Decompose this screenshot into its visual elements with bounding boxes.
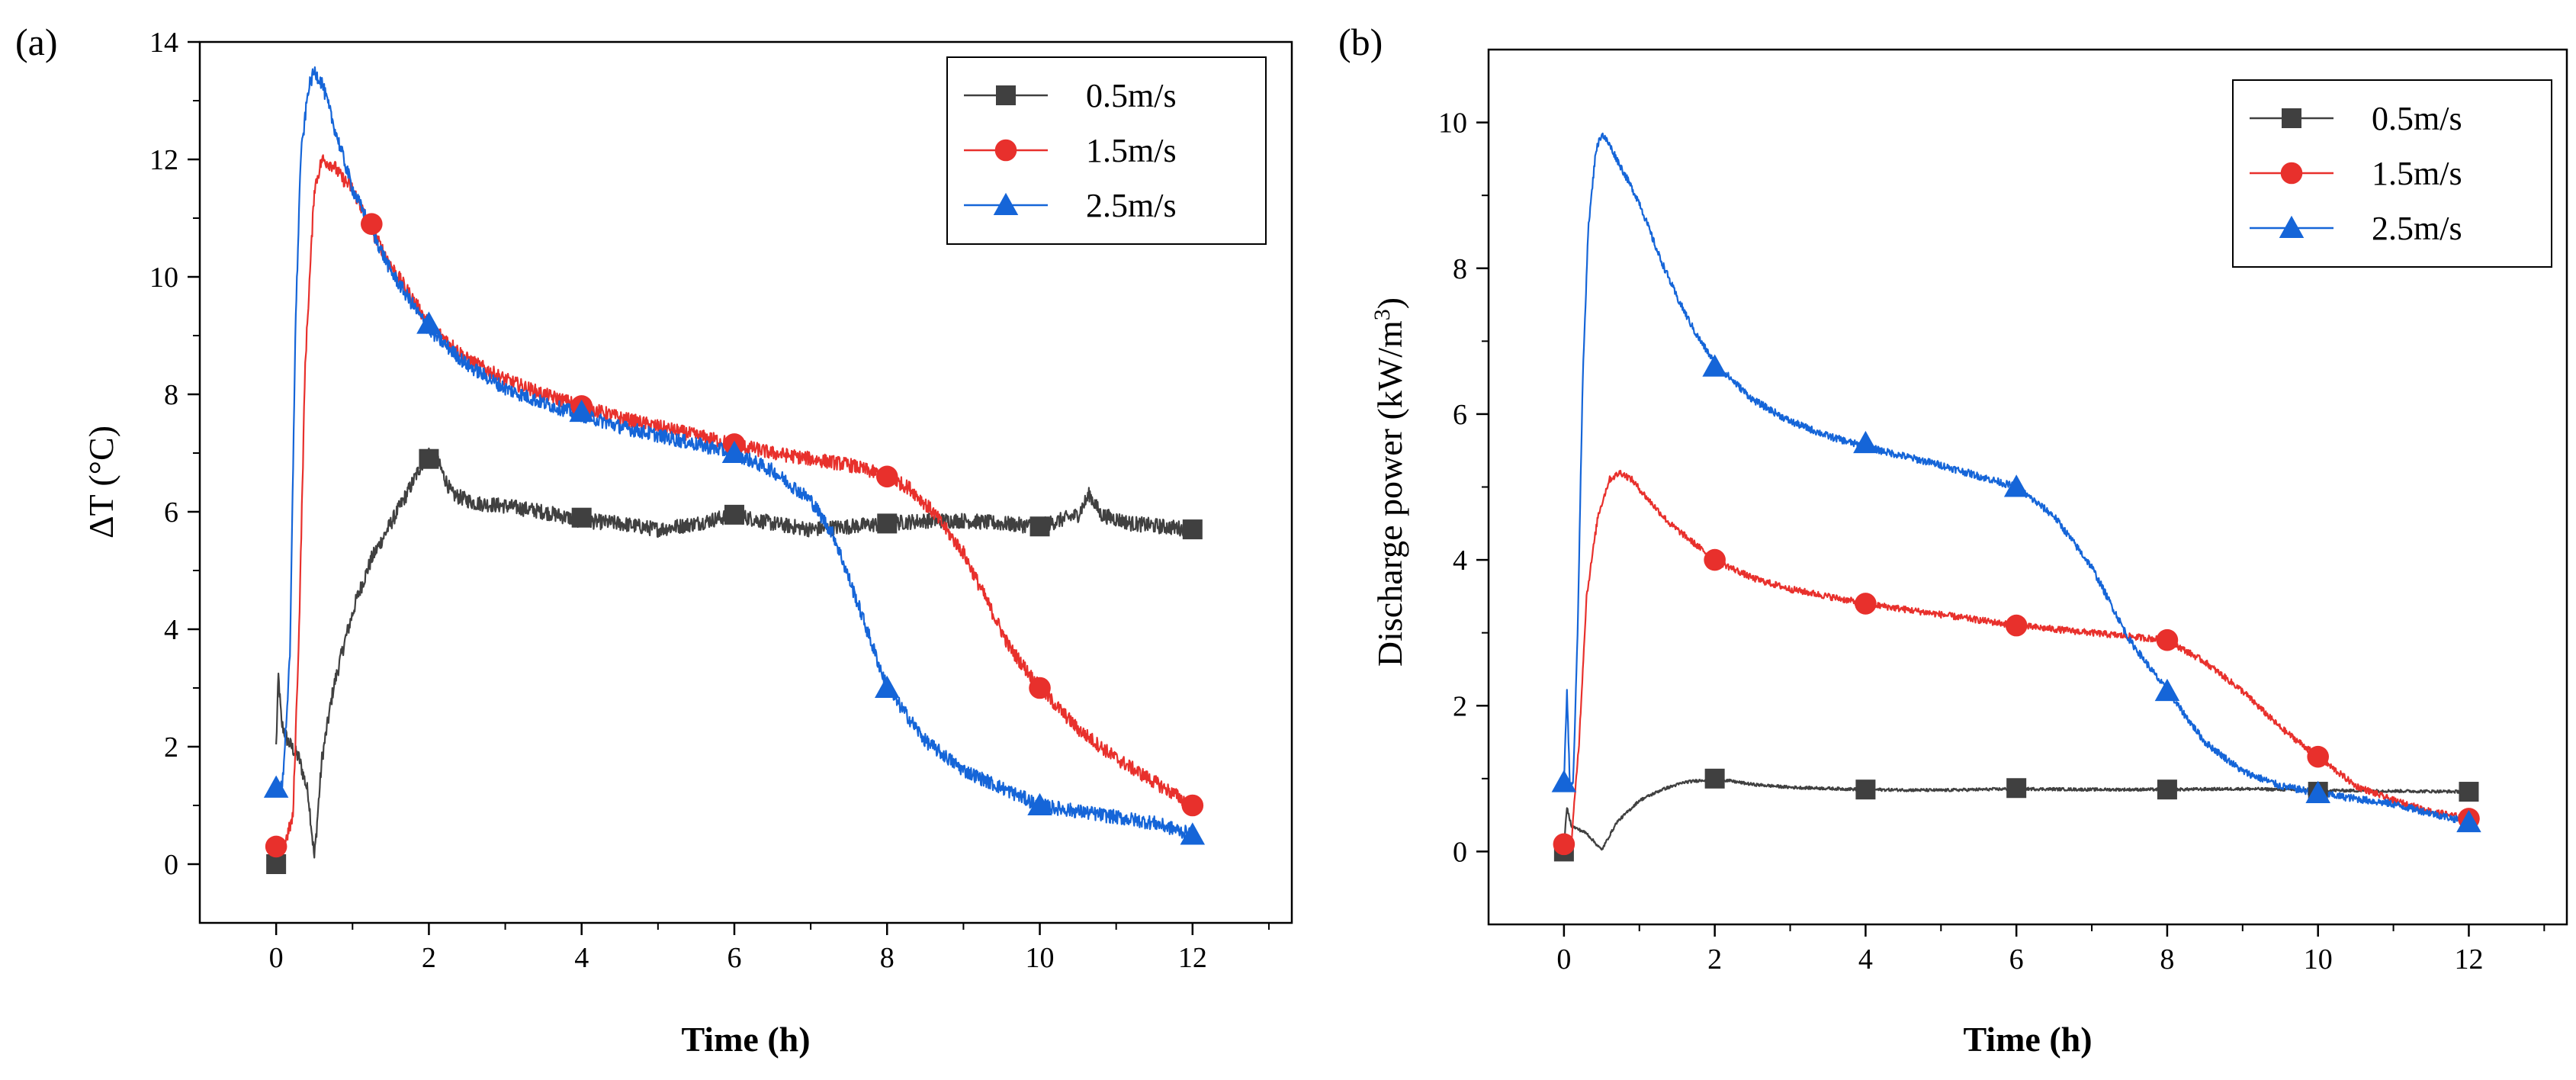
legend-marker-b-0 xyxy=(2282,108,2301,128)
y-tick-label-a: 6 xyxy=(164,497,178,529)
markers-b xyxy=(1551,354,2481,862)
y-tick-label-b: 2 xyxy=(1453,690,1467,722)
x-axis-label-a: Time (h) xyxy=(681,1020,810,1059)
x-tick-label-b: 8 xyxy=(2160,943,2174,976)
series-line-a-1 xyxy=(275,154,1193,853)
data-point-b-1 xyxy=(1553,833,1575,856)
legend-marker-a-2 xyxy=(993,192,1019,215)
y-tick-label-b: 8 xyxy=(1453,253,1467,285)
y-tick-label-b: 10 xyxy=(1438,108,1467,140)
x-tick-label-b: 2 xyxy=(1707,943,1722,976)
x-tick-label-b: 6 xyxy=(2009,943,2024,976)
legend-label-a-2: 2.5m/s xyxy=(1086,187,1177,224)
legend-marker-b-1 xyxy=(2280,162,2303,185)
data-point-a-2 xyxy=(1180,822,1206,845)
legend-items-a: 0.5m/s 1.5m/s 2.5m/s xyxy=(964,77,1177,224)
x-tick-label-a: 10 xyxy=(1026,942,1055,974)
data-point-a-1 xyxy=(875,465,898,488)
y-tick-label-b: 4 xyxy=(1453,545,1467,577)
legend-label-a-0: 0.5m/s xyxy=(1086,77,1177,114)
data-point-b-2 xyxy=(1853,430,1878,454)
panel-label-a: (a) xyxy=(15,21,58,63)
data-point-b-1 xyxy=(1855,593,1877,615)
data-point-a-2 xyxy=(875,675,900,698)
data-point-b-1 xyxy=(2005,614,2028,637)
y-tick-label-a: 8 xyxy=(164,379,178,411)
data-point-b-2 xyxy=(2305,780,2330,803)
data-point-a-0 xyxy=(724,504,744,525)
data-point-b-2 xyxy=(2154,678,2180,702)
y-tick-label-a: 2 xyxy=(164,731,178,763)
data-point-a-0 xyxy=(1029,516,1050,537)
plot-frame-a xyxy=(198,40,1293,924)
y-tick-label-a: 10 xyxy=(149,262,178,294)
data-point-b-2 xyxy=(2456,809,2481,833)
data-point-a-1 xyxy=(361,213,383,236)
data-point-a-1 xyxy=(1029,677,1051,699)
y-axis-label-b: Discharge power (kW/m3) xyxy=(1370,297,1409,667)
data-point-a-0 xyxy=(266,854,287,874)
legend-label-b-1: 1.5m/s xyxy=(2372,155,2462,192)
data-point-b-0 xyxy=(1704,768,1725,789)
data-point-a-1 xyxy=(265,835,287,858)
x-tick-label-a: 6 xyxy=(727,942,741,974)
y-tick-label-b: 0 xyxy=(1453,836,1467,868)
legend-label-b-0: 0.5m/s xyxy=(2372,100,2462,137)
data-point-b-2 xyxy=(2003,474,2029,497)
data-point-b-0 xyxy=(2459,782,2479,802)
legend-b: 0.5m/s 1.5m/s 2.5m/s xyxy=(2232,79,2552,268)
data-point-a-0 xyxy=(419,448,439,469)
data-point-a-0 xyxy=(877,513,898,534)
data-point-b-2 xyxy=(1551,770,1577,792)
x-tick-label-a: 0 xyxy=(269,942,284,974)
legend-a: 0.5m/s 1.5m/s 2.5m/s xyxy=(946,56,1267,245)
panel-b: (b) 0 2 4 6 8 10 12 0 2 4 6 8 10 Time (h) Discharge … xyxy=(1338,21,2568,1059)
y-tick-label-a: 0 xyxy=(164,849,178,881)
ticks-b: 0 2 4 6 8 10 12 0 2 4 6 8 10 xyxy=(1438,108,2545,976)
ticks-a: 0 2 4 6 8 10 12 0 2 4 6 8 10 12 14 xyxy=(149,27,1270,974)
y-tick-label-a: 12 xyxy=(149,144,178,176)
x-axis-label-b: Time (h) xyxy=(1963,1020,2092,1059)
markers-a xyxy=(263,213,1206,874)
data-point-a-2 xyxy=(263,775,289,798)
x-tick-label-a: 4 xyxy=(574,942,589,974)
legend-label-b-2: 2.5m/s xyxy=(2372,210,2462,247)
panel-label-b: (b) xyxy=(1338,21,1383,63)
data-point-a-2 xyxy=(721,440,747,463)
data-point-b-1 xyxy=(2307,745,2329,768)
data-point-a-2 xyxy=(569,399,594,423)
x-tick-label-b: 12 xyxy=(2454,943,2483,976)
x-tick-label-b: 4 xyxy=(1858,943,1873,976)
legend-marker-a-0 xyxy=(996,85,1016,105)
data-point-b-1 xyxy=(1704,548,1726,571)
x-tick-label-a: 12 xyxy=(1178,942,1207,974)
panel-a: (a) 0 2 4 6 8 10 12 0 2 4 6 8 10 12 14 Time (h) ΔT (°C… xyxy=(15,21,1293,1059)
data-point-a-2 xyxy=(1027,792,1052,815)
data-point-b-1 xyxy=(2156,628,2179,651)
y-tick-label-a: 4 xyxy=(164,614,178,646)
data-point-a-0 xyxy=(1182,519,1203,540)
y-axis-label-a: ΔT (°C) xyxy=(82,426,120,538)
data-point-a-2 xyxy=(416,311,442,334)
x-tick-label-a: 8 xyxy=(880,942,895,974)
legend-marker-b-2 xyxy=(2279,215,2305,238)
y-tick-label-a: 14 xyxy=(149,27,178,59)
x-tick-label-b: 0 xyxy=(1556,943,1571,976)
x-tick-label-b: 10 xyxy=(2304,943,2333,976)
legend-label-a-1: 1.5m/s xyxy=(1086,132,1177,169)
x-tick-label-a: 2 xyxy=(422,942,436,974)
data-point-b-0 xyxy=(2006,778,2027,799)
data-point-a-0 xyxy=(571,507,592,528)
legend-marker-a-1 xyxy=(994,139,1017,162)
data-point-b-2 xyxy=(1702,354,1727,377)
data-point-b-0 xyxy=(2157,779,2177,800)
data-point-a-1 xyxy=(1181,794,1204,817)
y-tick-label-b: 6 xyxy=(1453,399,1467,431)
data-point-b-0 xyxy=(1855,779,1876,800)
legend-items-b: 0.5m/s 1.5m/s 2.5m/s xyxy=(2250,100,2462,247)
